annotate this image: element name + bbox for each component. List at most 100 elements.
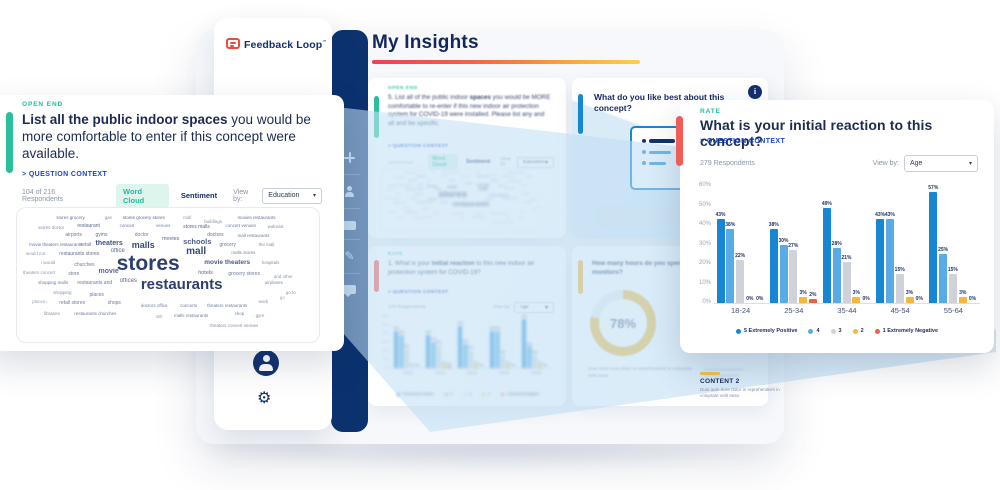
word-cloud-term: theaters restaurants <box>490 213 509 216</box>
word-cloud-term: airplanes <box>264 280 283 286</box>
word-cloud-term: airports <box>65 232 82 239</box>
legend-item: 1 Extremely Negative <box>501 392 539 396</box>
word-cloud-term: stores <box>116 252 180 276</box>
word-cloud-term: movies <box>161 236 180 243</box>
word-cloud-term: shops <box>107 300 121 307</box>
word-cloud-term: airports <box>408 180 417 183</box>
card-question-1-rate[interactable]: RATE 1. What is your initial reaction to… <box>368 246 566 406</box>
legend-dot <box>735 328 741 334</box>
word-cloud-term: mall restaurants <box>508 180 523 183</box>
person-icon[interactable] <box>342 184 357 199</box>
word-cloud-term: doctors office <box>140 303 168 309</box>
view-by-dropdown[interactable]: Education ▾ <box>517 156 554 168</box>
word-cloud-term: restaurants churches <box>414 216 433 219</box>
question-context-link[interactable]: > QUESTION CONTEXT <box>700 138 786 145</box>
bar-value-label: 38% <box>425 330 432 335</box>
word-cloud-term: go <box>279 295 285 301</box>
legend-label: 4 <box>450 392 453 396</box>
comment-icon[interactable] <box>342 283 357 298</box>
x-axis-label: 55-64 <box>531 371 541 375</box>
card-question-5-open-end[interactable]: OPEN END 5. List all of the public indoo… <box>368 78 566 238</box>
word-cloud-term: restaurants <box>140 276 223 294</box>
word-cloud-term: stores malls <box>476 176 489 179</box>
mini-word-cloud: stores grocery gas stores grocery stores ma… <box>381 169 555 231</box>
avatar[interactable] <box>253 350 279 376</box>
word-cloud-term: stores grocery <box>403 172 417 175</box>
word-cloud-term: and other <box>273 273 293 279</box>
word-cloud-term: movie theaters restaurants <box>29 241 83 247</box>
word-cloud-term: malls stores <box>231 249 256 255</box>
view-by-dropdown[interactable]: Education ▾ <box>262 187 322 204</box>
word-cloud-term: the mall <box>258 241 275 247</box>
x-axis-label: 18-24 <box>731 306 751 315</box>
x-axis-label: 55-64 <box>943 306 963 315</box>
word-cloud-term: gyms <box>426 180 432 183</box>
view-by-dropdown[interactable]: Age ▾ <box>514 302 554 313</box>
content-2-block[interactable]: CONTENT 2 Duis aute irure dolor in repre… <box>700 372 800 400</box>
legend-label: 1 Extremely Negative <box>882 328 939 334</box>
donut-chart: 78% <box>590 290 656 356</box>
word-cloud-term: restaurants and <box>415 202 432 205</box>
word-cloud: stores grocery gas stores grocery stores ma… <box>17 208 319 342</box>
legend-dot <box>808 328 814 334</box>
tab-word-cloud[interactable]: Word Cloud <box>116 183 169 208</box>
pencil-icon[interactable]: ✎ <box>344 249 355 263</box>
word-cloud-term: malls restaurants <box>471 217 487 220</box>
word-cloud-term: places i <box>389 211 397 214</box>
bar-18-24-series-1 <box>716 219 725 303</box>
word-cloud-term: restaurants and <box>77 280 113 287</box>
y-axis-tick: 30% <box>382 340 389 345</box>
info-icon[interactable]: i <box>748 85 762 99</box>
word-cloud-term: theaters concert venues <box>492 222 514 225</box>
legend-label: 5 Extremely Positive <box>743 328 798 334</box>
question-context-link[interactable]: > QUESTION CONTEXT <box>388 290 449 295</box>
legend-label: 4 <box>816 328 820 334</box>
y-axis-tick: 20% <box>382 348 389 353</box>
x-axis-label: 45-54 <box>499 371 509 375</box>
respondents-count: 279 Respondents <box>388 305 426 310</box>
y-axis-tick: 0% <box>702 299 711 306</box>
word-cloud-term: movies restaurants <box>508 172 525 175</box>
page-title: My Insights <box>372 32 479 53</box>
card-icon[interactable] <box>343 221 356 230</box>
word-cloud-term: concert venues <box>225 222 256 228</box>
word-cloud-term: go <box>532 209 535 212</box>
word-cloud-term: stores doctor <box>38 225 65 231</box>
word-cloud-term: grocery <box>219 241 237 248</box>
word-cloud-term: i would <box>41 260 56 266</box>
word-cloud-term: stores doctor <box>393 177 405 180</box>
legend-dot <box>852 328 858 334</box>
plus-icon[interactable] <box>342 150 357 165</box>
bar-value-label: 57% <box>521 313 528 318</box>
tab-sentiment[interactable]: Sentiment <box>466 159 491 165</box>
word-cloud-term: theaters concert <box>23 269 56 275</box>
legend-label: 3 <box>838 328 842 334</box>
legend-item: 4 <box>444 392 453 396</box>
y-axis-tick: 40% <box>382 331 389 336</box>
tab-sentiment[interactable]: Sentiment <box>180 191 218 200</box>
body-text: Duis aute irure dolor in reprehenderit i… <box>588 366 692 379</box>
word-cloud-term: retail <box>80 241 92 248</box>
word-cloud-term: shopping malls <box>393 202 407 205</box>
bar-value-label: 0% <box>479 363 484 368</box>
red-accent-bar <box>676 116 683 166</box>
question-context-link[interactable]: > QUESTION CONTEXT <box>22 171 108 178</box>
bar-value-label: 38% <box>725 221 736 228</box>
word-cloud-term: doctor <box>134 232 149 239</box>
mini-bar-chart: 60% 50% 40% 30% 20% 10% 0% 43% 38% 49% 43% 57% 38% 30… <box>382 313 558 384</box>
word-cloud-term: places <box>89 292 104 299</box>
view-by-dropdown[interactable]: Age ▾ <box>904 155 978 172</box>
question-context-link[interactable]: > QUESTION CONTEXT <box>388 144 449 149</box>
word-cloud-term: retail stores <box>59 300 86 307</box>
word-cloud-term: restaurants churches <box>74 311 117 317</box>
word-cloud-term: gas <box>104 214 112 220</box>
reaction-bar-chart: 60% 50% 40% 30% 20% 10% 0% 43% 38% 49% 43% 57% 38% 30… <box>698 182 986 316</box>
y-axis-tick: 50% <box>382 322 389 327</box>
word-cloud-term: malls <box>447 183 458 189</box>
rate-card: RATE What is your initial reaction to th… <box>676 100 994 353</box>
question-text: 1. What is your initial reaction to this… <box>388 260 535 276</box>
word-cloud-term: restaurants <box>452 200 490 208</box>
gear-icon[interactable]: ⚙ <box>257 390 272 407</box>
bar-value-label: 21% <box>467 345 474 349</box>
chart-legend: 5 Extremely Positive 4 3 2 1 Extremely Negat… <box>690 328 984 334</box>
